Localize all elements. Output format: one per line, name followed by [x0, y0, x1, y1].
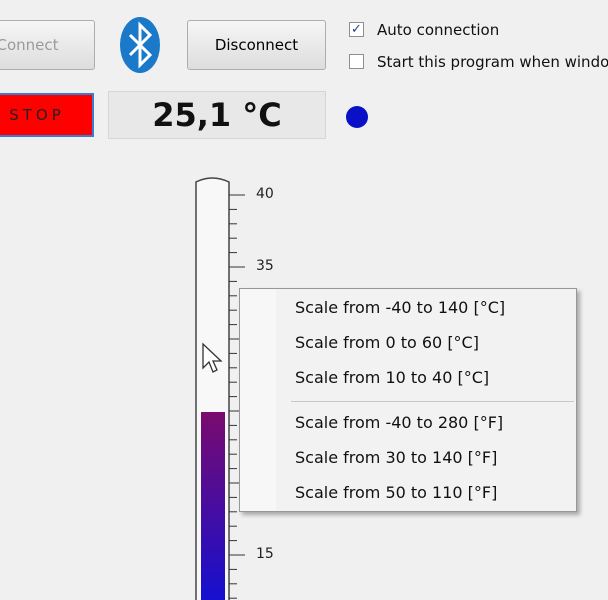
tick-label: 40 — [256, 186, 274, 202]
status-dot — [346, 106, 368, 128]
checkbox-label: Auto connection — [377, 21, 500, 39]
menu-item[interactable]: Scale from 30 to 140 [°F] — [295, 448, 498, 467]
disconnect-button[interactable]: Disconnect — [187, 20, 326, 70]
startup-checkbox[interactable] — [349, 54, 364, 69]
tick-label: 35 — [256, 258, 274, 274]
stop-button[interactable]: STOP — [0, 93, 94, 137]
thermometer — [195, 177, 245, 600]
menu-separator — [291, 401, 574, 402]
menu-item[interactable]: Scale from -40 to 140 [°C] — [295, 298, 506, 317]
disconnect-label: Disconnect — [214, 36, 299, 54]
temperature-display: 25,1 °C — [108, 91, 326, 139]
checkbox-label: Start this program when windo — [377, 53, 608, 71]
stop-label: STOP — [9, 106, 65, 124]
auto-connection-checkbox[interactable]: ✓ — [349, 22, 364, 37]
mouse-cursor — [202, 342, 223, 373]
context-menu: Scale from -40 to 140 [°C] Scale from 0 … — [239, 288, 577, 512]
menu-item[interactable]: Scale from 0 to 60 [°C] — [295, 333, 479, 352]
tick-label: 15 — [256, 546, 274, 562]
menu-gutter — [240, 289, 276, 511]
connect-label: Connect — [0, 36, 59, 54]
connect-button[interactable]: Connect — [0, 20, 95, 70]
menu-item[interactable]: Scale from 10 to 40 [°C] — [295, 368, 490, 387]
menu-item[interactable]: Scale from -40 to 280 [°F] — [295, 413, 504, 432]
menu-item[interactable]: Scale from 50 to 110 [°F] — [295, 483, 498, 502]
bluetooth-icon — [120, 17, 160, 73]
